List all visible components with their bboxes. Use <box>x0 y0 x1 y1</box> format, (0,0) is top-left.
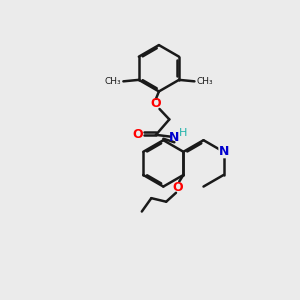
Text: O: O <box>132 128 142 141</box>
Text: CH₃: CH₃ <box>104 77 121 86</box>
Text: CH₃: CH₃ <box>197 77 214 86</box>
Text: H: H <box>179 128 188 138</box>
Text: N: N <box>169 131 180 144</box>
Text: N: N <box>219 145 230 158</box>
Text: O: O <box>173 181 183 194</box>
Text: O: O <box>151 98 161 110</box>
